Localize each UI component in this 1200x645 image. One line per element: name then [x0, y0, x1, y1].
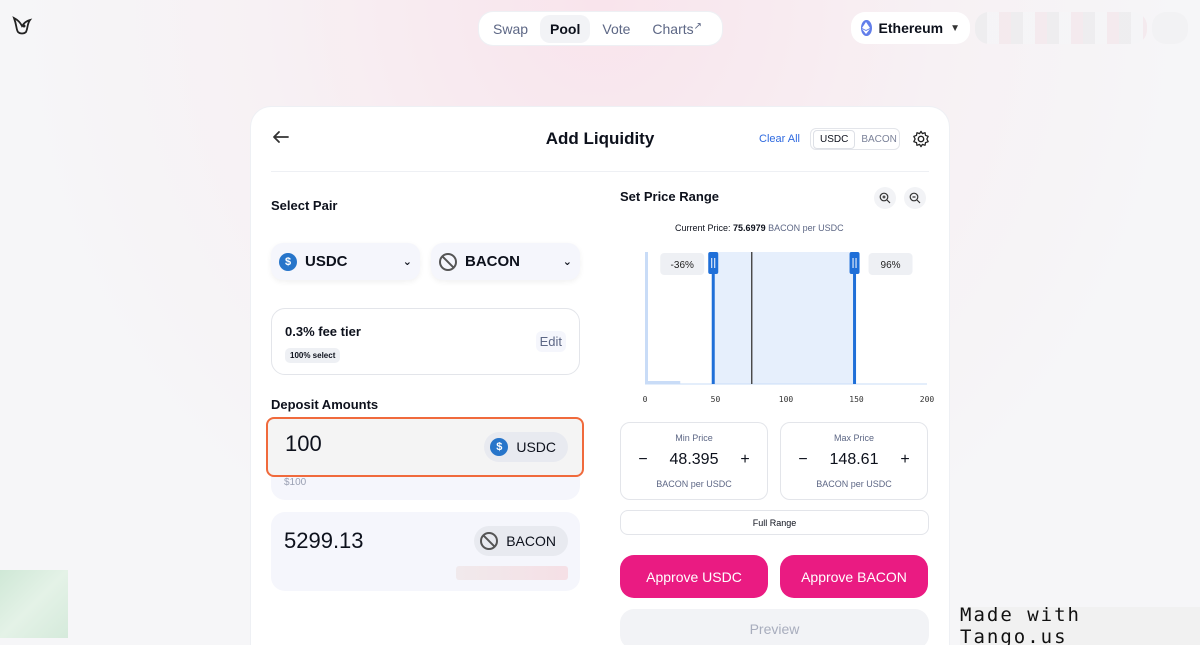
uniswap-logo-icon[interactable] [10, 14, 34, 38]
nav-tab-swap[interactable]: Swap [483, 15, 538, 43]
current-price-label: Current Price: [675, 223, 731, 233]
nav-tab-pool[interactable]: Pool [540, 15, 590, 43]
deposit-usdc-fiat: $100 [284, 477, 306, 488]
deposit-bacon-box: BACON [271, 512, 580, 591]
approve-bacon-button[interactable]: Approve BACON [780, 555, 928, 598]
deposit-bacon-input[interactable] [284, 528, 444, 554]
fee-edit-button[interactable]: Edit [536, 331, 566, 352]
min-price-unit: BACON per USDC [621, 479, 767, 489]
nav-tabs: Swap Pool Vote Charts↗ [479, 12, 722, 45]
min-price-box: Min Price − 48.395 + BACON per USDC [620, 422, 768, 500]
x-tick-label: 150 [849, 395, 864, 404]
external-link-icon: ↗ [694, 21, 702, 32]
bacon-token-icon [480, 532, 498, 550]
fee-tier-box: 0.3% fee tier 100% select Edit [271, 308, 580, 375]
add-liquidity-card: Add Liquidity Clear All USDC BACON Selec… [251, 107, 949, 645]
deposit-amounts-label: Deposit Amounts [271, 397, 378, 412]
network-name: Ethereum [879, 20, 944, 36]
usdc-icon: $ [490, 438, 508, 456]
wallet-address-button[interactable] [975, 12, 1147, 44]
chevron-down-icon: ▼ [950, 23, 960, 34]
blurred-avatar [0, 570, 68, 638]
deposit-usdc-input[interactable] [285, 431, 445, 457]
zoom-out-icon[interactable] [904, 187, 926, 209]
max-price-label: Max Price [781, 433, 927, 443]
x-tick-label: 100 [779, 395, 794, 404]
x-tick-label: 50 [711, 395, 721, 404]
network-selector[interactable]: Ethereum ▼ [851, 12, 970, 44]
gear-icon[interactable] [912, 130, 930, 148]
current-price-value: 75.6979 [733, 223, 766, 233]
token-b-select[interactable]: BACON ⌄ [431, 243, 580, 280]
current-price-unit: BACON per USDC [768, 223, 844, 233]
max-price-unit: BACON per USDC [781, 479, 927, 489]
min-range-percent: -36% [671, 260, 694, 271]
token-a-label: USDC [305, 253, 348, 270]
liquidity-area [645, 252, 648, 384]
min-price-label: Min Price [621, 433, 767, 443]
nav-tab-vote[interactable]: Vote [592, 15, 640, 43]
token-a-select[interactable]: $ USDC ⌄ [271, 243, 420, 280]
nav-tab-charts-label: Charts [652, 21, 693, 37]
token-denomination-toggle: USDC BACON [810, 128, 900, 150]
clear-all-link[interactable]: Clear All [759, 133, 800, 145]
header-divider [271, 171, 929, 172]
fee-tier-title: 0.3% fee tier [285, 324, 361, 339]
deposit-usdc-token-label: USDC [516, 439, 556, 455]
price-range-chart[interactable]: -36% 96% 0 50 100 150 200 [639, 247, 939, 407]
deposit-bacon-token-label: BACON [506, 533, 556, 549]
selected-range-area [713, 252, 854, 384]
chevron-down-icon: ⌄ [403, 255, 412, 268]
deposit-usdc-token: $ USDC [484, 432, 568, 462]
token-b-label: BACON [465, 253, 520, 270]
tango-watermark: Made with Tango.us [960, 607, 1200, 645]
deposit-bacon-balance [456, 566, 568, 580]
set-price-range-label: Set Price Range [620, 189, 719, 204]
max-range-percent: 96% [881, 260, 901, 271]
x-tick-label: 0 [643, 395, 648, 404]
max-price-increment[interactable]: + [895, 451, 915, 471]
chevron-down-icon: ⌄ [563, 255, 572, 268]
account-menu-button[interactable] [1152, 12, 1188, 44]
max-price-box: Max Price − 148.61 + BACON per USDC [780, 422, 928, 500]
nav-tab-charts[interactable]: Charts↗ [642, 15, 712, 43]
deposit-bacon-token: BACON [474, 526, 568, 556]
toggle-usdc[interactable]: USDC [813, 130, 855, 149]
usdc-icon: $ [279, 253, 297, 271]
deposit-usdc-highlight: $ USDC [266, 417, 584, 477]
select-pair-label: Select Pair [271, 198, 338, 213]
min-range-handle[interactable] [708, 252, 718, 274]
approve-usdc-button[interactable]: Approve USDC [620, 555, 768, 598]
max-range-handle[interactable] [850, 252, 860, 274]
current-price: Current Price: 75.6979 BACON per USDC [675, 223, 844, 233]
toggle-bacon[interactable]: BACON [855, 131, 903, 148]
preview-button[interactable]: Preview [620, 609, 929, 645]
bacon-token-icon [439, 253, 457, 271]
zoom-in-icon[interactable] [874, 187, 896, 209]
x-tick-label: 200 [920, 395, 935, 404]
full-range-button[interactable]: Full Range [620, 510, 929, 535]
ethereum-icon [861, 20, 872, 36]
fee-select-badge: 100% select [285, 348, 340, 363]
min-price-increment[interactable]: + [735, 451, 755, 471]
